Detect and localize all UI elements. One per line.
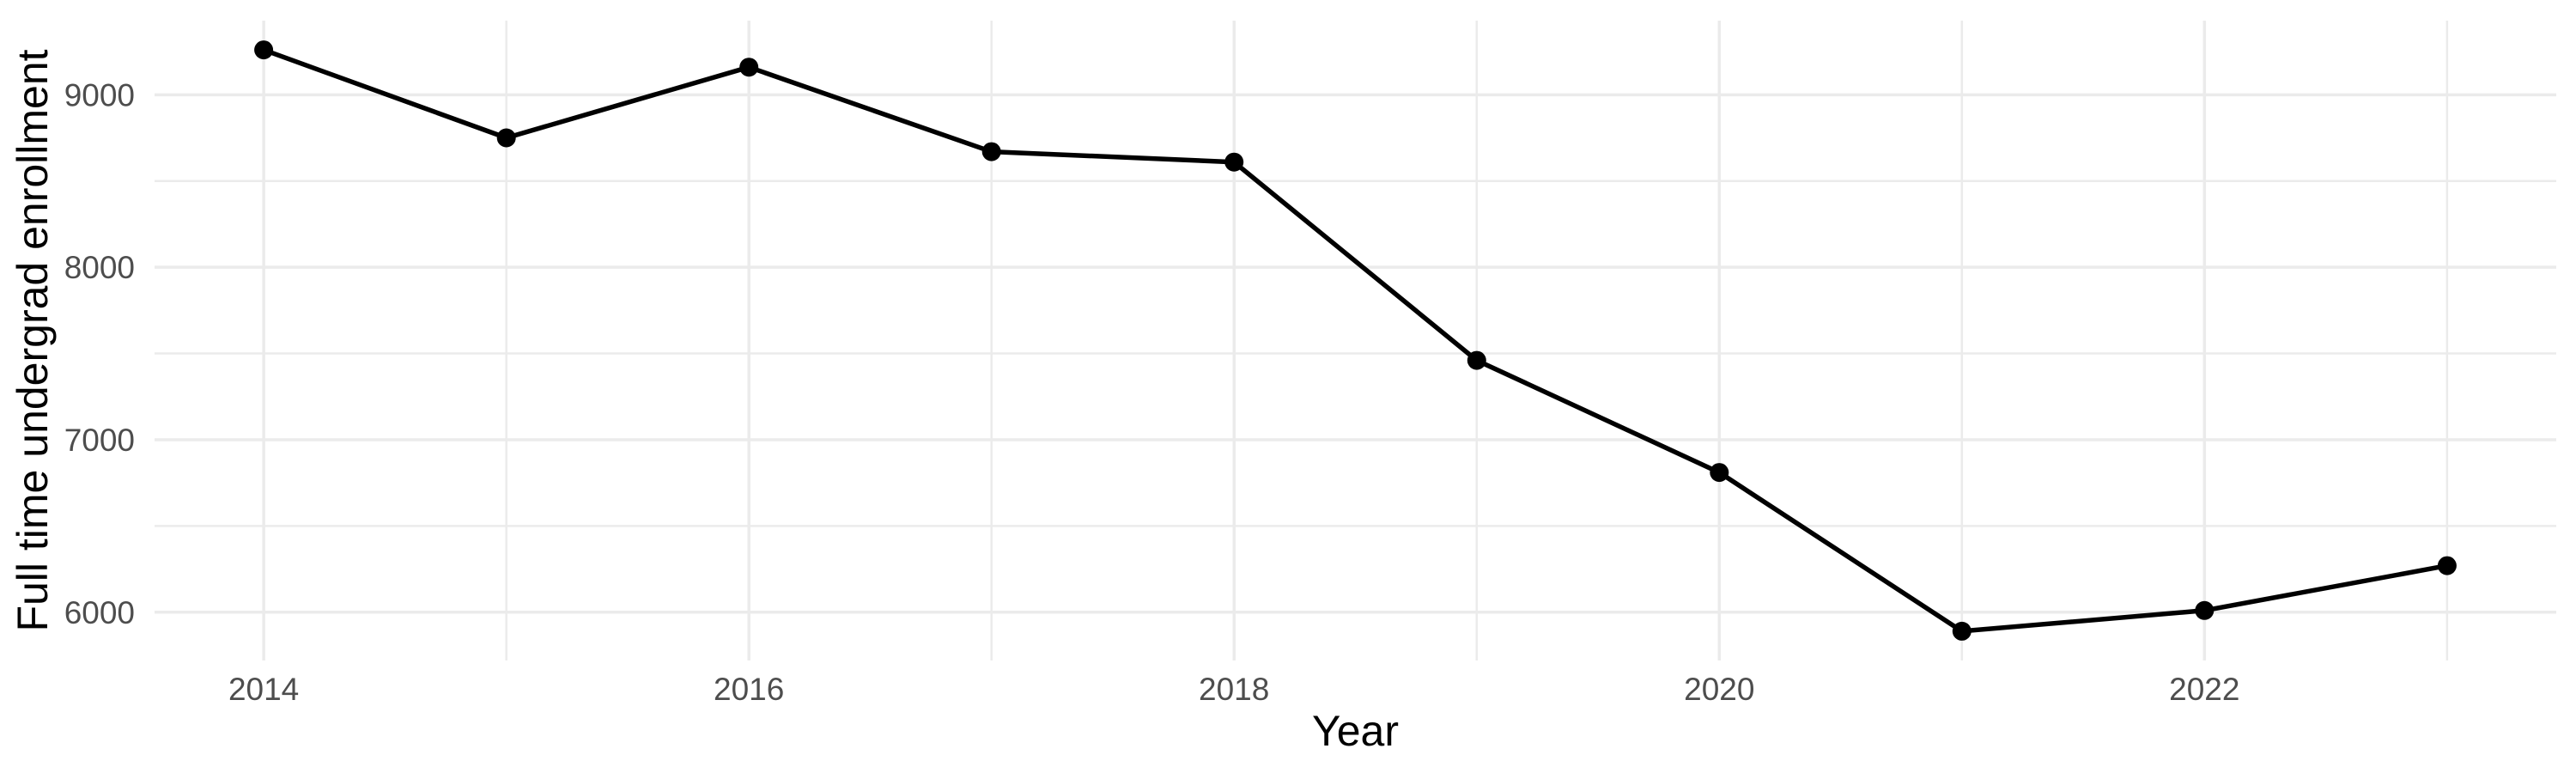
x-axis-title: Year (1312, 707, 1399, 755)
y-tick-label: 9000 (64, 77, 135, 113)
enrollment-line (263, 47, 2448, 634)
gridlines-major (155, 21, 2556, 660)
data-point (981, 142, 1001, 161)
data-point (1710, 463, 1729, 483)
data-point (496, 128, 516, 148)
data-point (1224, 152, 1244, 172)
data-point (2437, 556, 2457, 575)
data-point (1952, 621, 1971, 641)
x-axis-tick-labels: 2014 2016 2018 2020 2022 (228, 672, 2240, 707)
data-point (1467, 350, 1486, 370)
data-series (254, 40, 2457, 641)
y-axis-tick-labels: 6000 7000 8000 9000 (64, 77, 135, 630)
x-tick-label: 2016 (714, 672, 784, 707)
x-tick-label: 2018 (1199, 672, 1269, 707)
x-tick-label: 2020 (1684, 672, 1754, 707)
data-point (739, 58, 759, 77)
data-point (2195, 600, 2215, 620)
y-tick-label: 8000 (64, 250, 135, 285)
data-point (254, 40, 274, 60)
y-tick-label: 7000 (64, 423, 135, 458)
y-tick-label: 6000 (64, 595, 135, 630)
y-axis-title: Full time undergrad enrollment (9, 49, 57, 631)
x-tick-label: 2014 (228, 672, 299, 707)
x-tick-label: 2022 (2169, 672, 2239, 707)
gridlines-minor (155, 21, 2556, 660)
